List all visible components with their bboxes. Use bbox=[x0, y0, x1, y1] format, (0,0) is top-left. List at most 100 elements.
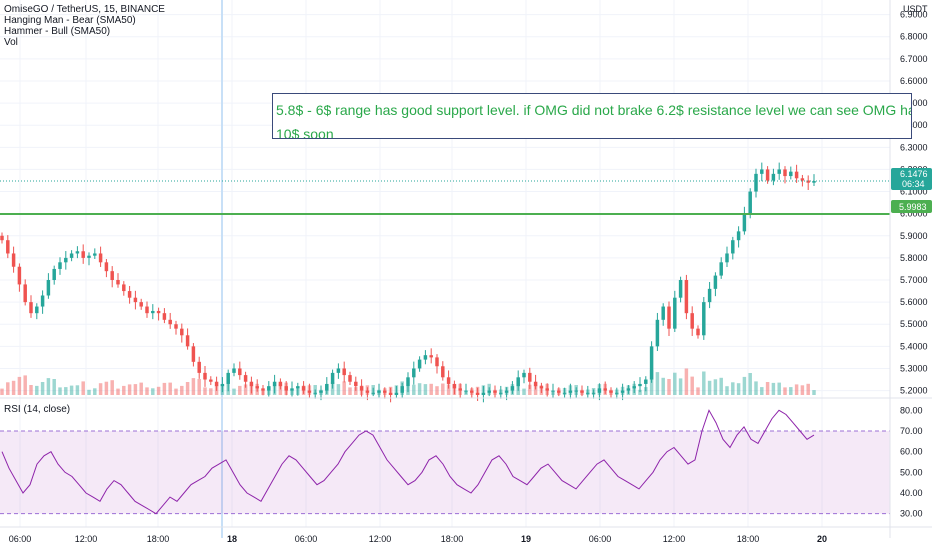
volume-bar bbox=[278, 384, 283, 395]
volume-bar bbox=[719, 377, 723, 395]
volume-bar bbox=[336, 384, 341, 395]
rsi-tick-label: 70.00 bbox=[900, 426, 923, 436]
candle-body bbox=[267, 386, 271, 391]
price-tick-label: 6.8000 bbox=[900, 32, 928, 42]
candle-body bbox=[156, 310, 161, 314]
volume-bar bbox=[232, 388, 236, 395]
candle-body bbox=[557, 390, 561, 393]
candle-body bbox=[522, 372, 526, 378]
rsi-tick-label: 30.00 bbox=[900, 509, 923, 519]
volume-bar bbox=[446, 384, 451, 395]
candle-body bbox=[330, 372, 335, 384]
candle-body bbox=[394, 392, 399, 395]
candle-body bbox=[580, 390, 584, 393]
volume-bar bbox=[23, 375, 27, 395]
volume-bar bbox=[81, 381, 85, 395]
volume-bar bbox=[423, 384, 428, 395]
time-tick-label: 12:00 bbox=[369, 534, 392, 544]
candle-body bbox=[812, 181, 816, 183]
study-hammer[interactable]: Hammer - Bull (SMA50) bbox=[4, 26, 111, 37]
volume-bar bbox=[0, 388, 4, 395]
candle-body bbox=[325, 383, 329, 391]
candle-body bbox=[383, 390, 387, 393]
chart-legend: OmiseGO / TetherUS, 15, BINANCE Hanging … bbox=[4, 4, 165, 48]
study-volume[interactable]: Vol bbox=[4, 37, 18, 48]
candle-body bbox=[365, 390, 370, 393]
candle-body bbox=[336, 368, 341, 373]
candle-body bbox=[185, 335, 190, 347]
candle-body bbox=[197, 361, 201, 373]
price-tick-label: 6.6000 bbox=[900, 76, 928, 86]
candle-body bbox=[789, 171, 793, 177]
candle-body bbox=[0, 235, 4, 241]
candle-body bbox=[127, 291, 132, 298]
candle-body bbox=[243, 375, 248, 382]
candle-body bbox=[6, 240, 10, 254]
candle-body bbox=[359, 386, 364, 391]
volume-bar bbox=[528, 384, 532, 395]
candle-body bbox=[551, 390, 555, 392]
candle-body bbox=[719, 262, 723, 276]
volume-bar bbox=[69, 385, 74, 395]
volume-bar bbox=[713, 379, 718, 395]
volume-bar bbox=[98, 383, 103, 395]
candle-body bbox=[46, 280, 51, 296]
candle-body bbox=[162, 313, 167, 320]
currency-label: USDT bbox=[903, 4, 928, 14]
candle-body bbox=[342, 368, 346, 376]
candle-body bbox=[116, 280, 120, 285]
time-tick-label: 06:00 bbox=[589, 534, 612, 544]
candle-body bbox=[649, 346, 654, 380]
time-tick-label: 20 bbox=[817, 534, 827, 544]
symbol-title[interactable]: OmiseGO / TetherUS, 15, BINANCE bbox=[4, 4, 165, 15]
volume-bar bbox=[702, 371, 706, 395]
candle-body bbox=[742, 213, 747, 232]
volume-bar bbox=[64, 387, 68, 395]
volume-bar bbox=[145, 387, 149, 395]
volume-bar bbox=[133, 384, 138, 395]
candle-body bbox=[371, 392, 375, 394]
candle-body bbox=[597, 388, 602, 393]
volume-bar bbox=[116, 388, 120, 395]
candle-body bbox=[64, 257, 68, 263]
rsi-legend[interactable]: RSI (14, close) bbox=[4, 404, 71, 415]
candle-body bbox=[151, 310, 155, 314]
candle-body bbox=[690, 313, 694, 329]
rsi-tick-label: 80.00 bbox=[900, 405, 923, 415]
candle-body bbox=[348, 375, 352, 382]
candle-body bbox=[475, 392, 480, 395]
volume-bar bbox=[655, 372, 660, 395]
candle-body bbox=[58, 262, 62, 269]
price-tick-label: 6.5000 bbox=[900, 98, 928, 108]
candle-body bbox=[702, 302, 706, 336]
study-hanging-man[interactable]: Hanging Man - Bear (SMA50) bbox=[4, 15, 136, 26]
candle-body bbox=[481, 392, 486, 395]
volume-bar bbox=[754, 381, 758, 395]
candle-body bbox=[133, 297, 138, 303]
time-tick-label: 18 bbox=[227, 534, 237, 544]
candle-body bbox=[696, 328, 700, 336]
volume-bar bbox=[412, 384, 416, 395]
volume-bar bbox=[522, 388, 526, 395]
volume-bar bbox=[348, 387, 352, 395]
candle-body bbox=[429, 355, 433, 358]
candle-body bbox=[168, 319, 172, 325]
rsi-line bbox=[1, 409, 815, 515]
volume-bar bbox=[104, 381, 109, 395]
price-tick-label: 6.0000 bbox=[900, 209, 928, 219]
volume-bar bbox=[690, 376, 694, 395]
support-price-tag: 5.9983 bbox=[891, 200, 932, 213]
text-annotation[interactable]: 5.8$ - 6$ range has good support level. … bbox=[272, 93, 912, 139]
volume-bar bbox=[243, 384, 248, 395]
volume-bar bbox=[52, 379, 56, 395]
candle-body bbox=[458, 388, 462, 391]
candle-body bbox=[11, 253, 16, 267]
support-price-value: 5.9983 bbox=[899, 202, 927, 212]
candle-body bbox=[93, 253, 97, 256]
candle-body bbox=[806, 180, 810, 183]
volume-bar bbox=[46, 378, 51, 395]
volume-bar bbox=[760, 387, 764, 395]
volume-bar bbox=[806, 383, 810, 395]
candle-body bbox=[586, 392, 590, 394]
